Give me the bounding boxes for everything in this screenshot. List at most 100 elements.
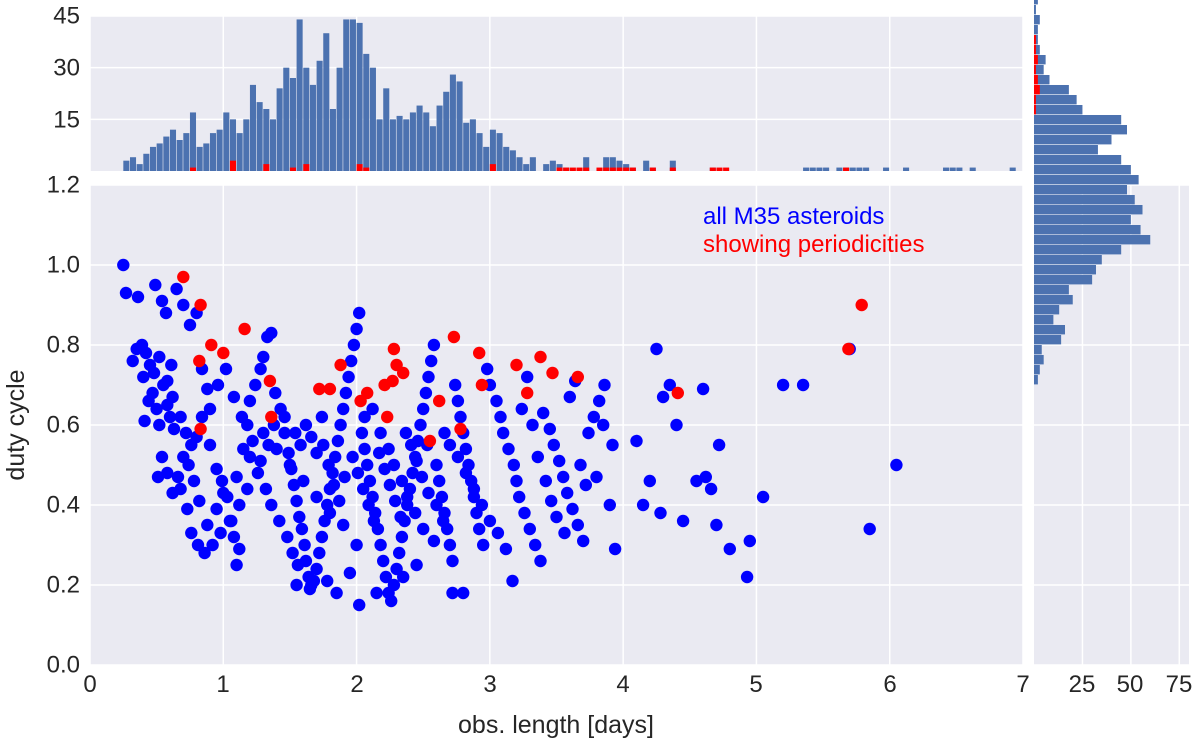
top-histogram-bar <box>803 167 810 171</box>
scatter-point-all <box>446 554 459 568</box>
top-histogram-bar <box>369 67 376 171</box>
scatter-point-all <box>553 454 566 468</box>
scatter-point-all <box>321 574 334 588</box>
top-histogram-periodic-bar <box>229 160 237 171</box>
right-histogram-bar <box>1034 355 1044 365</box>
scatter-point-all <box>409 506 422 520</box>
top-histogram-bar <box>583 157 590 171</box>
scatter-point-all <box>373 446 386 460</box>
top-histogram-bar <box>263 109 270 171</box>
scatter-point-periodic <box>423 434 437 448</box>
scatter-point-all <box>243 450 257 464</box>
scatter-point-all <box>215 474 229 488</box>
top-histogram-bar <box>123 160 130 171</box>
right-histogram-bar <box>1034 295 1073 305</box>
scatter-point-all <box>163 410 177 424</box>
top-histogram-bar <box>283 67 290 171</box>
scatter-point-all <box>254 362 267 376</box>
legend: all M35 asteroids showing periodicities <box>703 203 924 258</box>
right-histogram-periodic-bar <box>1034 105 1036 115</box>
right-histogram-bar <box>1034 345 1042 355</box>
scatter-point-all <box>577 534 590 548</box>
scatter-point-periodic <box>433 394 446 408</box>
scatter-point-all <box>712 438 726 452</box>
top-histogram-bar <box>203 143 210 171</box>
top-histogram-bar <box>849 167 856 171</box>
top-histogram-y-ticks: 15 30 45 <box>53 3 80 134</box>
right-histogram-bar <box>1034 65 1044 75</box>
scatter-point-all <box>219 362 233 376</box>
scatter-point-all <box>385 594 398 608</box>
scatter-point-all <box>227 530 241 544</box>
top-histogram-bar <box>469 119 476 171</box>
top-histogram-periodic-bar <box>363 167 370 171</box>
scatter-point-all <box>350 322 363 336</box>
top-histogram-bar <box>163 136 170 171</box>
top-histogram-bars <box>123 19 1016 171</box>
scatter-point-all <box>699 470 712 484</box>
scatter-point-all <box>225 514 238 528</box>
right-histogram-bar <box>1034 115 1122 125</box>
top-histogram-bar <box>209 133 217 171</box>
top-histogram-bar <box>516 157 523 171</box>
scatter-point-periodic <box>447 330 461 344</box>
scatter-point-periodic <box>521 386 534 400</box>
top-histogram-bar <box>616 160 623 171</box>
scatter-point-all <box>417 402 430 416</box>
scatter-point-periodic <box>855 298 868 312</box>
top-histogram-bar <box>903 167 910 171</box>
scatter-point-all <box>543 422 556 436</box>
scatter-point-all <box>419 386 433 400</box>
scatter-point-all <box>670 418 683 432</box>
top-histogram-periodic-bar <box>563 167 570 171</box>
top-histogram-bar <box>416 105 423 171</box>
scatter-point-all <box>467 482 481 496</box>
top-histogram-bar <box>543 164 550 171</box>
top-histogram-bar <box>503 146 510 171</box>
top-histogram-bar <box>156 143 163 171</box>
scatter-point-all <box>291 558 305 572</box>
top-histogram-bar <box>423 112 430 171</box>
right-histogram-bar <box>1034 125 1127 135</box>
top-histogram-bar <box>383 88 390 171</box>
legend-entry-all: all M35 asteroids <box>703 203 884 230</box>
right-histogram-bar <box>1034 55 1046 65</box>
scatter-point-all <box>663 378 676 392</box>
top-histogram-bar <box>603 157 610 171</box>
scatter-point-all <box>161 374 174 388</box>
x-tick: 6 <box>883 671 896 698</box>
top-histogram-bar <box>323 33 330 171</box>
right-histogram-bar <box>1034 255 1102 265</box>
scatter-point-all <box>343 566 357 580</box>
scatter-point-all <box>187 474 201 488</box>
scatter-point-all <box>287 478 301 492</box>
scatter-point-all <box>206 538 219 552</box>
scatter-point-all <box>214 526 227 540</box>
scatter-point-all <box>587 410 600 424</box>
scatter-point-all <box>415 470 429 484</box>
top-histogram-bar <box>316 60 323 171</box>
top-histogram-bar <box>943 167 950 171</box>
scatter-point-all <box>257 426 270 440</box>
scatter-point-all <box>433 474 446 488</box>
top-histogram-bar <box>883 167 890 171</box>
right-histogram-bar <box>1034 135 1112 145</box>
scatter-point-all <box>210 502 223 516</box>
top-histogram-bar <box>529 157 536 171</box>
scatter-point-all <box>182 458 195 472</box>
top-histogram-bar <box>396 115 403 171</box>
scatter-point-all <box>211 378 225 392</box>
scatter-point-periodic <box>334 358 347 372</box>
scatter-point-periodic <box>263 374 277 388</box>
scatter-point-periodic <box>323 382 337 396</box>
top-histogram-periodic-bar <box>709 167 716 171</box>
scatter-point-all <box>574 458 587 472</box>
scatter-point-all <box>593 394 606 408</box>
scatter-point-all <box>529 538 542 552</box>
scatter-point-all <box>608 542 622 556</box>
scatter-point-all <box>177 298 190 312</box>
top-histogram-bar <box>449 74 456 171</box>
scatter-point-all <box>459 442 473 456</box>
right-histogram-bar <box>1034 205 1143 215</box>
scatter-point-periodic <box>193 354 206 368</box>
